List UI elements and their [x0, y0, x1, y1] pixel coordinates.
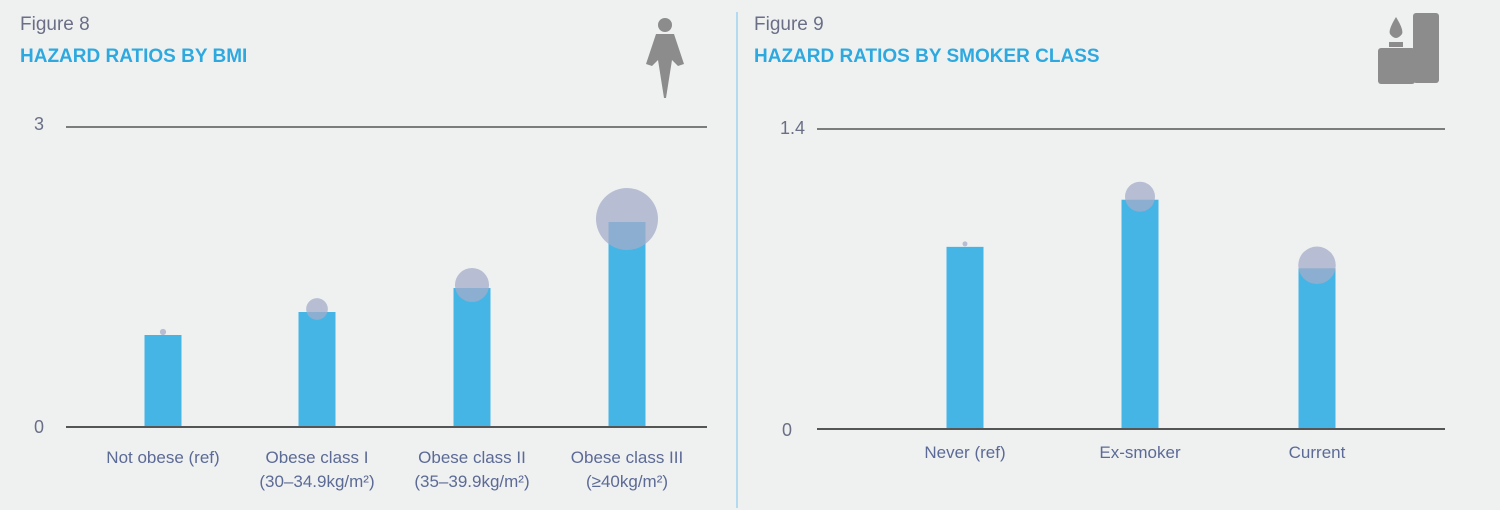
figure-9-label: Figure 9 — [754, 14, 824, 35]
y-tick-zero: 0 — [34, 417, 44, 437]
marker-circle — [306, 298, 328, 320]
category-label: (35–39.9kg/m²) — [414, 472, 529, 491]
marker-circle — [962, 241, 968, 247]
figure-8-label: Figure 8 — [20, 14, 90, 35]
bar — [608, 222, 646, 427]
y-tick-max: 3 — [34, 114, 44, 134]
bar — [946, 246, 984, 429]
category-label: Obese class II — [418, 448, 526, 467]
bar — [144, 335, 182, 427]
bar — [1298, 268, 1336, 429]
bar — [453, 288, 491, 427]
marker-circle — [1125, 181, 1155, 212]
marker-circle — [596, 188, 658, 250]
category-label: Current — [1289, 443, 1346, 462]
marker-circle — [454, 267, 490, 303]
figure-8-title: HAZARD RATIOS BY BMI — [20, 46, 247, 67]
marker-circle — [159, 328, 167, 336]
y-tick-zero: 0 — [782, 420, 792, 440]
bar — [298, 312, 336, 427]
category-label: (30–34.9kg/m²) — [259, 472, 374, 491]
category-label: Ex-smoker — [1099, 443, 1181, 462]
category-label: Obese class I — [266, 448, 369, 467]
lighter-icon — [1378, 13, 1439, 84]
woman-figure-icon — [646, 18, 684, 98]
y-tick-max: 1.4 — [780, 118, 805, 138]
category-label: (≥40kg/m²) — [586, 472, 668, 491]
category-label: Never (ref) — [924, 443, 1005, 462]
category-label: Not obese (ref) — [106, 448, 219, 467]
category-label: Obese class III — [571, 448, 683, 467]
marker-circle — [1298, 246, 1336, 285]
bar — [1121, 199, 1159, 429]
figure-9-title: HAZARD RATIOS BY SMOKER CLASS — [754, 46, 1100, 67]
